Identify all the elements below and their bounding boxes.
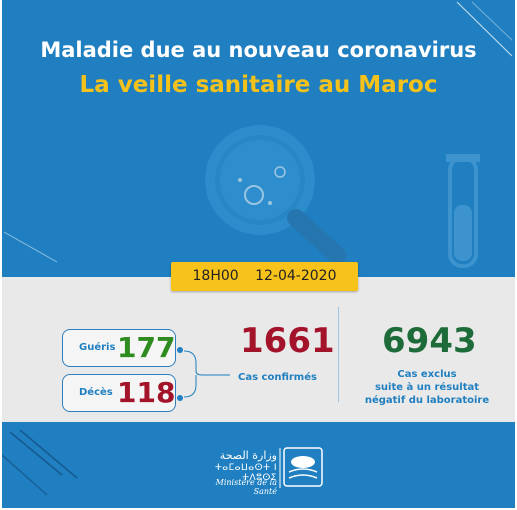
decor-line — [19, 429, 78, 479]
recovered-pill: Guéris 177 — [62, 329, 176, 367]
excluded-label-line-1: Cas exclus — [397, 369, 457, 380]
excluded-label-line-3: négatif du laboratoire — [364, 395, 490, 406]
stats-divider — [338, 307, 339, 402]
recovered-value: 177 — [117, 331, 176, 364]
bullet-icon — [177, 395, 183, 401]
title-line-1: Maladie due au nouveau coronavirus — [40, 38, 477, 62]
recovered-label: Guéris — [79, 342, 116, 353]
confirmed-value: 1661 — [240, 321, 335, 361]
bracket-connector — [183, 350, 230, 398]
stats-band: Guéris 177 Décès 118 1661 Cas confirmés … — [2, 277, 515, 422]
deaths-pill: Décès 118 — [62, 374, 176, 412]
excluded-value: 6943 — [382, 321, 477, 361]
decor-line — [9, 431, 63, 476]
excluded-label: Cas exclus suite à un résultat négatif d… — [357, 368, 497, 407]
decor-line — [2, 454, 48, 496]
ministry-name-french: Ministère de la Santé — [215, 478, 277, 496]
ministry-name-tifinagh: ⵜⴰⵎⴰⵡⴰⵙⵜ ⵏ ⵜⴷⵓⵙⵉ — [214, 463, 277, 483]
ministry-logo — [283, 447, 323, 487]
update-badge: 18H00 12-04-2020 — [171, 262, 358, 291]
title-line-2: La veille sanitaire au Maroc — [79, 72, 438, 98]
decor-line — [3, 231, 58, 263]
test-tube-icon — [446, 154, 480, 268]
confirmed-label: Cas confirmés — [238, 372, 317, 383]
update-time: 18H00 — [192, 268, 239, 284]
ministry-name-arabic: وزارة الصحة — [219, 449, 277, 462]
deaths-value: 118 — [117, 376, 176, 409]
update-date: 12-04-2020 — [255, 268, 337, 284]
decor-line — [471, 1, 513, 41]
decor-line — [456, 1, 513, 57]
bullet-icon — [177, 347, 183, 353]
excluded-label-line-2: suite à un résultat — [374, 382, 479, 393]
deaths-label: Décès — [79, 387, 113, 398]
magnifier-virus-icon — [205, 125, 346, 264]
